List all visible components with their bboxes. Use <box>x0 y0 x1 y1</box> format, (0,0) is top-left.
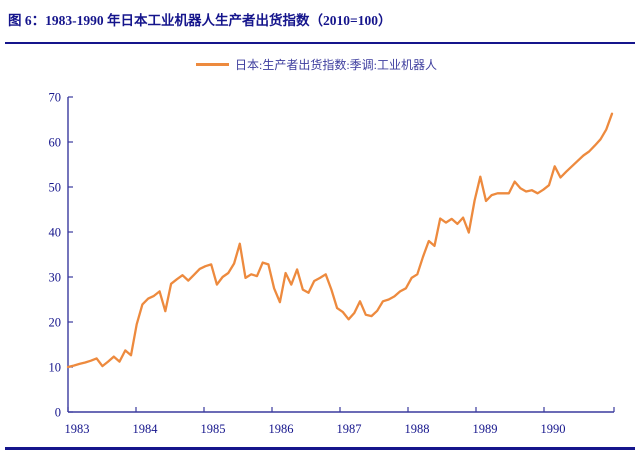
legend-line-marker <box>196 63 229 66</box>
x-tick-label: 1983 <box>65 422 90 436</box>
legend: 日本:生产者出货指数:季调:工业机器人 <box>196 56 437 73</box>
y-tick-label: 20 <box>49 316 62 330</box>
legend-label: 日本:生产者出货指数:季调:工业机器人 <box>235 58 438 72</box>
y-tick-label: 30 <box>49 271 62 285</box>
x-tick-label: 1984 <box>133 422 159 436</box>
x-tick-label: 1988 <box>405 422 430 436</box>
x-tick-label: 1985 <box>201 422 226 436</box>
x-tick-label: 1989 <box>473 422 498 436</box>
y-tick-label: 50 <box>49 181 62 195</box>
x-tick-label: 1990 <box>541 422 566 436</box>
y-tick-label: 70 <box>49 91 62 105</box>
bottom-divider <box>5 447 635 450</box>
x-tick-label: 1987 <box>337 422 362 436</box>
figure-title: 图 6：1983-1990 年日本工业机器人生产者出货指数（2010=100） <box>8 13 392 28</box>
y-tick-label: 0 <box>55 406 61 420</box>
x-tick-label: 1986 <box>269 422 294 436</box>
y-tick-label: 60 <box>49 136 62 150</box>
y-tick-label: 40 <box>49 226 62 240</box>
series-line-japan-robot-index <box>66 112 614 369</box>
y-tick-label: 10 <box>49 361 62 375</box>
title-divider <box>5 42 635 44</box>
